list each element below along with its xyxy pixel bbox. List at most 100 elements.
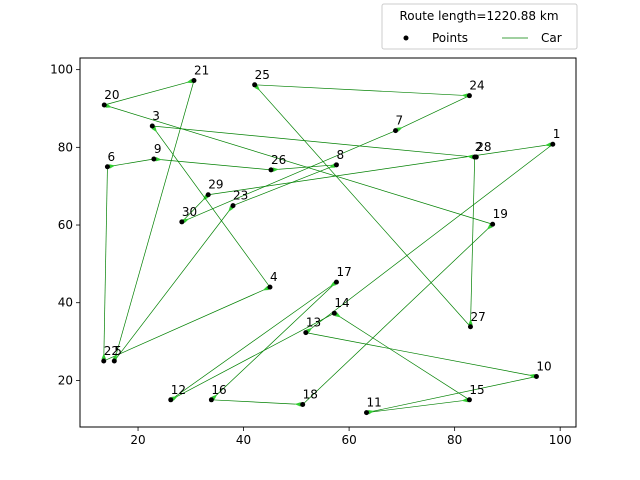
legend: Route length=1220.88 km Points Car — [381, 3, 578, 50]
point-label: 11 — [367, 396, 382, 410]
point-label: 9 — [154, 142, 162, 156]
route-point — [149, 123, 155, 129]
y-tick-label: 40 — [58, 296, 73, 310]
point-label: 7 — [396, 114, 404, 128]
route-point — [333, 162, 339, 168]
route-segment — [103, 166, 108, 361]
route-point — [101, 358, 107, 364]
point-label: 13 — [306, 316, 321, 330]
route-segment — [114, 205, 234, 362]
point-label: 2 — [475, 140, 483, 154]
route-arrow — [254, 84, 260, 91]
route-arrow — [466, 154, 473, 160]
route-arrow — [486, 224, 493, 230]
route-segment — [334, 312, 470, 401]
route-segment — [211, 281, 337, 401]
point-label: 20 — [104, 88, 119, 102]
legend-points-label: Points — [432, 31, 468, 45]
point-label: 3 — [152, 109, 160, 123]
x-tick-label: 40 — [236, 433, 251, 447]
route-arrow — [228, 205, 234, 212]
route-segment — [170, 312, 335, 401]
route-arrow — [461, 397, 468, 403]
route-segment — [302, 223, 493, 405]
route-arrow — [211, 394, 218, 401]
x-tick-label: 80 — [447, 433, 462, 447]
route-segment — [305, 143, 553, 333]
route-segment — [181, 130, 396, 223]
route-point — [208, 397, 214, 403]
route-arrow — [461, 93, 468, 98]
y-tick-label: 80 — [58, 140, 73, 154]
route-segment — [232, 164, 337, 206]
legend-box — [381, 3, 578, 50]
route-arrow — [112, 353, 117, 360]
route-point — [393, 128, 399, 134]
route-point — [104, 164, 110, 170]
route-point — [268, 167, 274, 173]
route-arrow — [294, 402, 301, 407]
route-point — [300, 401, 306, 407]
route-points — [101, 78, 556, 416]
route-point — [466, 397, 472, 403]
route-arrow — [544, 142, 552, 147]
route-segment — [104, 80, 195, 106]
route-arrow — [528, 373, 535, 379]
route-segment — [366, 376, 537, 413]
route-segment — [152, 125, 475, 158]
route-arrow — [109, 164, 116, 169]
legend-title: Route length=1220.88 km — [399, 9, 558, 23]
route-segment — [152, 125, 271, 288]
route-arrow — [468, 318, 473, 325]
route-point — [490, 221, 496, 227]
route-point — [303, 330, 309, 336]
y-tick-label: 100 — [50, 63, 73, 77]
point-labels: 1234567891011121314151617181920212223242… — [104, 64, 561, 410]
route-point — [364, 410, 370, 416]
point-label: 10 — [536, 360, 551, 374]
y-tick-label: 20 — [58, 373, 73, 387]
route-arrow — [329, 163, 336, 168]
point-label: 16 — [211, 383, 226, 397]
point-label: 17 — [336, 265, 351, 279]
point-label: 25 — [255, 68, 270, 82]
route-point — [267, 284, 273, 290]
legend-car-label: Car — [541, 31, 562, 45]
route-segment — [211, 399, 303, 405]
route-arrow — [151, 126, 158, 133]
route-point — [191, 78, 197, 84]
route-segment — [208, 143, 553, 196]
point-label: 4 — [270, 270, 278, 284]
x-tick-label: 100 — [549, 433, 572, 447]
route-arrow — [155, 156, 162, 162]
point-label: 15 — [469, 383, 484, 397]
point-label: 18 — [303, 387, 318, 401]
route-point — [101, 102, 107, 108]
route-point — [466, 93, 472, 99]
route-segment — [366, 399, 470, 413]
route-arrow — [272, 167, 279, 172]
route-point — [111, 358, 117, 364]
route-segment — [470, 157, 476, 327]
route-point — [151, 156, 157, 162]
point-label: 14 — [334, 296, 349, 310]
y-tick-label: 60 — [58, 218, 73, 232]
point-label: 19 — [493, 207, 508, 221]
route-arrow — [186, 78, 193, 84]
route-point — [533, 374, 539, 380]
route-arrow — [105, 103, 112, 108]
point-label: 22 — [104, 344, 119, 358]
point-label: 12 — [171, 383, 186, 397]
x-tick-label: 20 — [130, 433, 145, 447]
x-tick-label: 60 — [341, 433, 356, 447]
point-label: 28 — [476, 140, 491, 154]
point-label: 5 — [114, 344, 122, 358]
route-point — [473, 154, 479, 160]
route-arrow — [329, 281, 337, 287]
point-label: 8 — [336, 148, 344, 162]
route-segment — [113, 80, 195, 362]
route-arrow — [202, 194, 209, 201]
axis-ticks: 20 40 60 80 100 20 40 60 80 100 — [50, 63, 572, 447]
route-segment — [270, 164, 337, 171]
plot-area — [79, 57, 577, 428]
